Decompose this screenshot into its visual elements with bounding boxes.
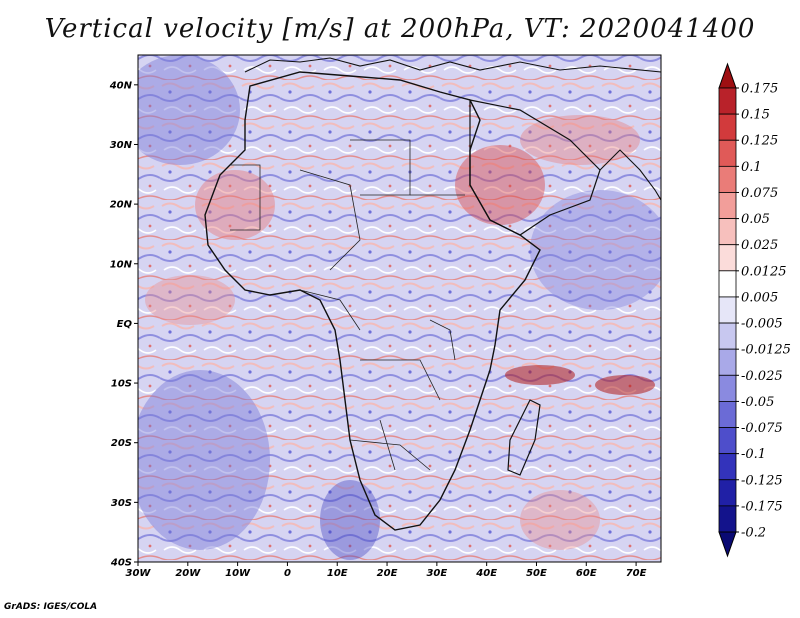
colorbar-label: -0.0125: [741, 343, 791, 358]
lat-tick-label: 10N: [110, 259, 133, 270]
colorbar-label: -0.005: [741, 317, 783, 332]
country-borders: [230, 139, 465, 471]
colorbar-top-arrow: [718, 62, 737, 89]
red-region: [595, 375, 655, 395]
lon-tick-label: 30E: [426, 568, 447, 579]
colorbar-label: -0.05: [741, 395, 774, 410]
colorbar-label: 0.075: [741, 186, 778, 201]
longitude-axis: 30W 20W 10W 0 10E 20E 30E 40E 50E 60E 70E: [126, 562, 647, 579]
europe-coastline: [244, 57, 661, 73]
map-panel: [138, 55, 661, 562]
red-region: [505, 365, 575, 385]
lon-tick-label: 10E: [327, 568, 348, 579]
colorbar-label: 0.025: [741, 238, 778, 253]
lat-tick-label: 30N: [110, 140, 133, 151]
lat-tick-label: 40S: [110, 558, 132, 569]
arabia-coastline: [469, 99, 601, 236]
colorbar-label: 0.0125: [741, 264, 787, 279]
colorbar-label: 0.005: [741, 290, 778, 305]
lon-tick-label: 20W: [175, 568, 201, 579]
colorbar-swatch: [718, 270, 737, 298]
blue-region: [530, 190, 661, 310]
colorbar: 0.175 0.15 0.125 0.1 0.075 0.05 0.025 0.0125 0.0…: [718, 62, 791, 558]
colorbar-swatch: [718, 139, 737, 167]
velocity-field: [138, 55, 661, 562]
blue-region: [138, 370, 270, 550]
red-region: [455, 145, 545, 225]
lon-tick-label: 70E: [626, 568, 647, 579]
colorbar-bottom-arrow: [718, 531, 737, 558]
blue-region: [320, 480, 380, 560]
colorbar-label: 0.175: [741, 82, 778, 97]
lat-tick-label: 10S: [111, 379, 132, 390]
map-title: Vertical velocity [m/s] at 200hPa, VT: 2…: [44, 14, 756, 44]
lon-tick-label: 10W: [225, 568, 251, 579]
lat-tick-label: 40N: [109, 80, 133, 91]
asia-coastline: [599, 149, 661, 201]
colorbar-swatch: [718, 348, 737, 376]
colorbar-swatch: [718, 192, 737, 219]
colorbar-swatch: [718, 113, 737, 141]
colorbar-label: -0.075: [741, 421, 783, 436]
colorbar-label: -0.175: [741, 499, 783, 514]
grads-credit: GrADS: IGES/COLA: [4, 602, 98, 612]
colorbar-label: 0.125: [741, 134, 778, 149]
colorbar-label: 0.1: [741, 160, 762, 175]
colorbar-swatch: [718, 322, 737, 350]
colorbar-swatch: [718, 296, 737, 324]
lat-tick-label: 20S: [111, 438, 132, 449]
lat-tick-label: 30S: [111, 498, 132, 509]
lon-tick-label: 20E: [377, 568, 398, 579]
map-frame: [137, 54, 662, 563]
colorbar-swatch: [718, 165, 737, 193]
colorbar-label: 0.15: [741, 108, 770, 123]
colorbar-swatch: [718, 505, 737, 533]
lon-tick-label: 50E: [526, 568, 547, 579]
colorbar-swatch: [718, 479, 737, 507]
lat-tick-label: 20N: [110, 200, 133, 211]
red-region: [145, 275, 235, 325]
madagascar-coastline: [507, 399, 541, 476]
red-region: [520, 490, 600, 550]
lat-tick-label: EQ: [117, 319, 133, 330]
blue-region: [138, 55, 240, 165]
colorbar-label: -0.025: [741, 369, 783, 384]
lon-tick-label: 40E: [475, 568, 497, 579]
africa-coastline: [204, 71, 541, 531]
colorbar-swatch: [718, 218, 737, 246]
colorbar-label: 0.05: [741, 212, 770, 227]
colorbar-swatch: [718, 453, 737, 481]
colorbar-swatch: [718, 427, 737, 455]
latitude-axis: 40N 30N 20N 10N EQ 10S 20S 30S 40S: [109, 80, 138, 569]
colorbar-swatch: [718, 401, 737, 428]
colorbar-swatch: [718, 244, 737, 272]
lon-tick-label: 30W: [126, 568, 152, 579]
colorbar-label: -0.125: [741, 473, 783, 488]
colorbar-label: -0.2: [741, 526, 766, 541]
colorbar-swatch: [718, 374, 737, 402]
colorbar-label: -0.1: [741, 447, 766, 462]
lon-tick-label: 0: [284, 568, 291, 579]
colorbar-swatch: [718, 87, 737, 115]
red-region: [520, 115, 640, 165]
lon-tick-label: 60E: [576, 568, 597, 579]
